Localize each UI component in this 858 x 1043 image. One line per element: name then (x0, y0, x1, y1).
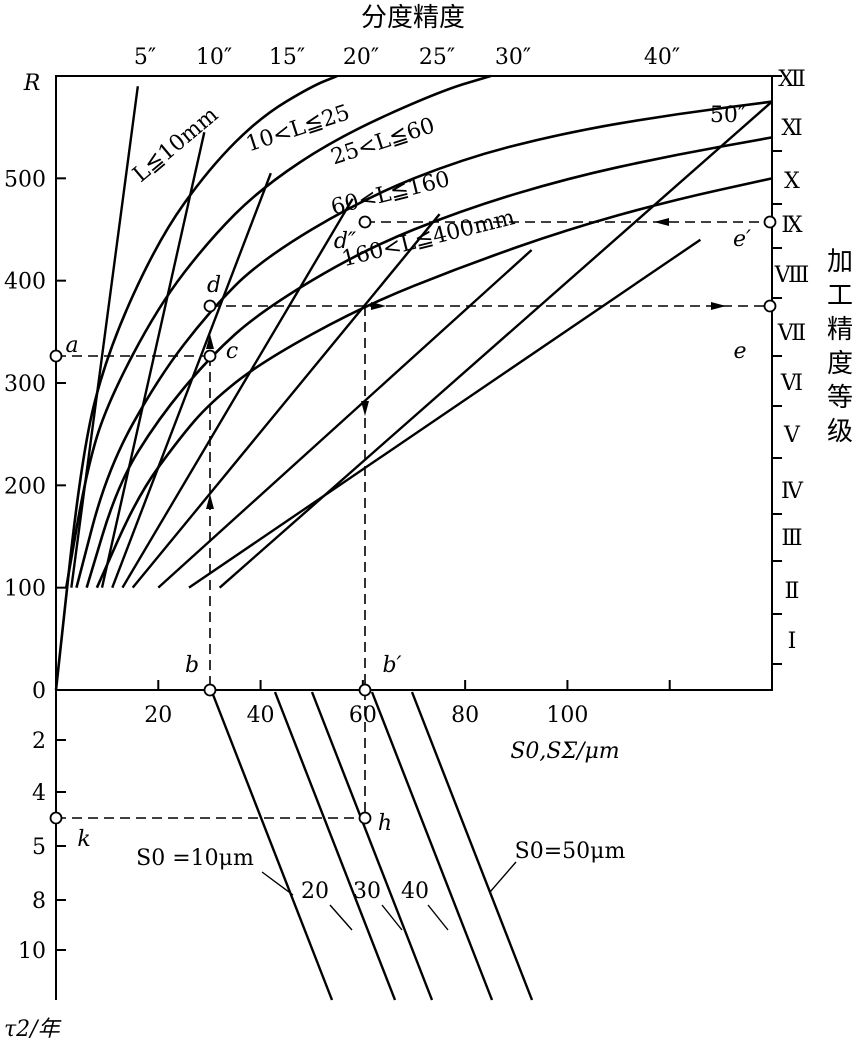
lower-y-tick-label: 10 (18, 939, 46, 964)
grade-label: Ⅰ (788, 629, 797, 654)
length-curve (64, 74, 492, 588)
x-tick-label: 100 (546, 703, 588, 728)
y-tick-label: 100 (4, 577, 46, 602)
accuracy-label: 50″ (710, 103, 746, 128)
right-axis-title: 加工精度等级 (827, 247, 853, 447)
grade-label: Ⅵ (780, 371, 803, 396)
point-label: a (65, 333, 78, 358)
length-curve (95, 177, 773, 589)
length-curve (54, 74, 338, 691)
lower-y-tick-label: 8 (32, 889, 46, 914)
length-range-label: 160<L≦400mm (339, 205, 517, 272)
accuracy-label: 10″ (196, 45, 232, 70)
life-line-label: S0 =10μm (136, 846, 254, 871)
life-line-label: 40 (401, 879, 429, 904)
accuracy-line (157, 249, 533, 589)
accuracy-label: 25″ (419, 45, 455, 70)
x-tick-label: 20 (144, 703, 172, 728)
lower-y-tick-label: 4 (32, 781, 46, 806)
life-line-label: 20 (301, 879, 329, 904)
guide-arrow (361, 401, 369, 416)
grade-label: Ⅲ (781, 526, 802, 551)
life-line (310, 691, 434, 1001)
accuracy-line (121, 198, 354, 589)
guide-arrow (711, 302, 726, 310)
y-tick-label: 500 (4, 167, 46, 192)
point-label: b (185, 653, 199, 678)
grade-label: Ⅸ (781, 213, 803, 238)
length-range-label: L≦10mm (128, 102, 223, 187)
life-line-leader (427, 904, 449, 931)
grade-label: Ⅻ (778, 67, 806, 92)
point-label: k (77, 827, 90, 852)
life-line (210, 691, 334, 1001)
y-tick-label: 200 (4, 474, 46, 499)
accuracy-line (218, 100, 773, 589)
grade-label: Ⅴ (783, 423, 801, 448)
y-tick-label: 0 (32, 679, 46, 704)
y-tick-label: 400 (4, 270, 46, 295)
lower-y-tick-label: 2 (32, 729, 46, 754)
lower-y-axis-label: τ2/年 (4, 1017, 62, 1042)
x-tick-label: 80 (451, 703, 479, 728)
point-marker (358, 683, 372, 697)
life-line-label: S0=50μm (515, 839, 626, 864)
point-label: e′ (733, 227, 751, 252)
grade-label: Ⅺ (781, 116, 802, 141)
point-marker (49, 349, 63, 363)
grade-label: Ⅳ (781, 479, 804, 504)
accuracy-label: 20″ (343, 45, 379, 70)
point-marker (203, 349, 217, 363)
accuracy-line (111, 172, 272, 589)
point-marker (358, 215, 372, 229)
x-tick-label: 40 (247, 703, 275, 728)
grade-label: Ⅹ (784, 169, 800, 194)
guide-arrow (206, 334, 214, 349)
life-line-label: 30 (353, 879, 381, 904)
y-tick-label: 300 (4, 372, 46, 397)
guide-arrow (371, 302, 386, 310)
life-line-leader (329, 904, 353, 931)
x-tick-label: 60 (349, 703, 377, 728)
point-label: d″ (334, 229, 357, 254)
accuracy-line (100, 132, 206, 588)
point-label: c (226, 339, 238, 364)
grade-label: Ⅶ (777, 321, 806, 346)
accuracy-line (70, 86, 140, 588)
point-marker (358, 811, 372, 825)
y-axis-label: R (23, 71, 41, 96)
x-axis-label: S0,SΣ/μm (510, 739, 619, 764)
grade-label: Ⅱ (785, 579, 800, 604)
point-label: e (733, 339, 746, 364)
chart-title: 分度精度 (361, 3, 465, 33)
point-label: b′ (382, 653, 401, 678)
grade-label: Ⅷ (774, 263, 810, 288)
life-line (410, 691, 534, 1001)
accuracy-label: 30″ (495, 45, 531, 70)
accuracy-label: 40″ (644, 45, 680, 70)
point-marker (763, 215, 777, 229)
point-label: h (378, 811, 392, 836)
guide-arrow (654, 218, 669, 226)
length-curve (75, 100, 773, 588)
accuracy-label: 5″ (134, 45, 156, 70)
accuracy-line (188, 238, 702, 589)
length-curve (85, 136, 773, 589)
life-line (273, 691, 397, 1001)
accuracy-label: 15″ (269, 45, 305, 70)
lower-y-tick-label: 5 (32, 835, 46, 860)
life-line (370, 691, 494, 1001)
point-marker (203, 683, 217, 697)
life-line-leader (261, 871, 294, 896)
point-marker (763, 299, 777, 313)
accuracy-line (131, 213, 441, 589)
life-line-leader (381, 904, 403, 931)
length-range-label: 60<L≦160 (328, 167, 452, 221)
point-marker (203, 299, 217, 313)
guide-arrow (206, 494, 214, 509)
life-line-leader (489, 861, 517, 893)
point-marker (49, 811, 63, 825)
point-label: d (207, 273, 221, 298)
